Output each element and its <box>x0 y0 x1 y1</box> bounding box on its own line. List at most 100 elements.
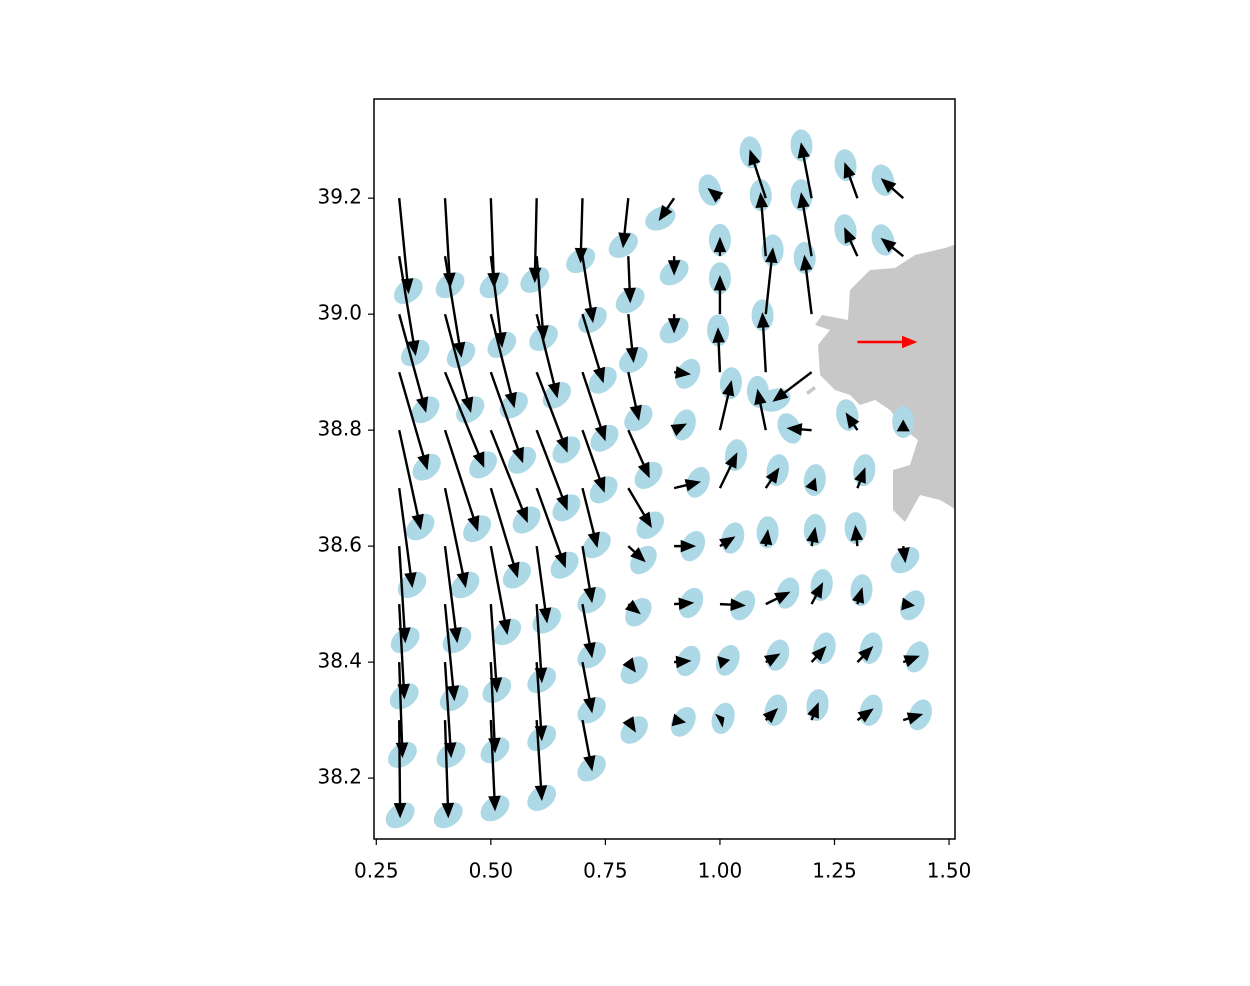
vector-arrow <box>398 429 424 531</box>
vector-arrow <box>534 662 548 742</box>
vector-arrow <box>489 371 524 464</box>
vector-arrow <box>850 525 864 547</box>
vector-arrow <box>398 487 417 589</box>
vector-arrow <box>718 380 735 431</box>
vector-arrow <box>489 545 511 636</box>
vector-arrow <box>880 178 905 200</box>
vector-arrow <box>759 529 773 547</box>
vector-arrow <box>674 597 695 611</box>
vector-arrow <box>807 702 819 721</box>
vector-arrow <box>748 149 767 199</box>
vector-arrow <box>535 545 552 624</box>
vector-arrow <box>799 254 813 315</box>
y-tick-label: 39.2 <box>317 185 362 209</box>
vector-arrow <box>627 487 652 528</box>
vector-arrow <box>845 412 860 431</box>
vector-arrow <box>670 423 688 437</box>
vector-arrow <box>901 597 916 611</box>
x-tick-label: 1.00 <box>698 859 743 883</box>
vector-arrow <box>667 314 681 334</box>
vector-arrow <box>535 371 568 453</box>
vector-arrow <box>489 313 517 409</box>
vector-arrow <box>622 657 636 673</box>
vector-arrow <box>763 653 781 667</box>
vector-arrow <box>535 429 568 511</box>
vector-arrow <box>806 526 819 547</box>
vector-arrow <box>756 312 770 373</box>
vector-arrow <box>398 255 420 357</box>
land <box>806 244 955 522</box>
vector-arrow <box>535 313 560 399</box>
vector-arrow <box>443 198 456 289</box>
vector-arrow <box>625 314 639 364</box>
vector-arrow <box>897 545 910 564</box>
vector-arrow <box>534 720 548 801</box>
vector-arrow <box>398 198 414 295</box>
vector-arrow <box>581 603 596 659</box>
y-tick-label: 38.6 <box>317 533 362 557</box>
vector-arrow <box>852 587 865 605</box>
vector-arrow <box>443 255 466 358</box>
vector-arrow <box>535 487 567 569</box>
vector-arrow <box>755 192 768 257</box>
y-tick-label: 38.8 <box>317 417 362 441</box>
vector-arrow <box>488 720 501 812</box>
vector-arrow <box>443 313 474 413</box>
vector-arrow <box>443 662 457 759</box>
vector-arrow <box>673 479 702 492</box>
vector-arrow <box>764 247 778 315</box>
vector-arrow <box>443 604 460 702</box>
vector-arrow <box>764 467 780 489</box>
vector-arrow <box>797 142 813 199</box>
vector-arrow <box>797 192 813 257</box>
land-polygon <box>806 244 955 522</box>
vector-arrow <box>443 487 469 589</box>
x-tick-label: 1.25 <box>812 859 857 883</box>
y-tick-label: 38.2 <box>317 765 362 789</box>
vectors <box>385 129 932 829</box>
vector-arrow <box>765 591 791 606</box>
vector-arrow <box>673 366 692 379</box>
vector-arrow <box>489 604 503 694</box>
vector-arrow <box>443 429 480 532</box>
y-tick-label: 39.0 <box>317 301 362 325</box>
vector-arrow <box>398 546 411 644</box>
vector-arrow <box>627 371 642 422</box>
x-tick-label: 0.75 <box>583 859 628 883</box>
vector-arrow <box>719 598 747 611</box>
vector-arrow <box>398 313 429 413</box>
y-tick-label: 38.4 <box>317 649 362 673</box>
axes-frame <box>373 98 956 840</box>
vector-arrow <box>443 545 462 644</box>
vector-arrow <box>856 645 874 663</box>
vector-arrow <box>810 582 824 605</box>
vector-arrow <box>805 477 818 492</box>
vector-arrow <box>581 429 606 493</box>
vector-arrow <box>658 197 676 222</box>
vector-arrow <box>667 256 681 276</box>
vector-arrow <box>581 255 597 324</box>
vector-arrow <box>574 198 588 264</box>
vector-arrow <box>713 236 727 257</box>
vector-arrow <box>581 371 607 442</box>
x-tick-label: 0.50 <box>469 859 514 883</box>
vector-arrow <box>712 327 725 373</box>
vector-arrow <box>772 371 813 402</box>
vector-arrow <box>618 198 631 249</box>
vector-arrow <box>622 716 636 733</box>
vector-arrow <box>707 188 724 203</box>
x-tick-label: 0.25 <box>354 859 399 883</box>
vector-arrow <box>627 545 646 563</box>
vector-arrow <box>627 429 650 479</box>
vector-arrow <box>489 487 520 579</box>
vector-arrow <box>581 545 596 604</box>
vector-arrow <box>713 275 727 315</box>
vector-arrow <box>719 536 736 550</box>
vector-arrow <box>717 655 731 669</box>
key-arrow <box>857 335 918 349</box>
vector-arrow <box>786 423 812 436</box>
vector-arrow <box>441 720 455 819</box>
vector-arrow <box>534 604 548 684</box>
vector-arrow <box>624 599 641 615</box>
